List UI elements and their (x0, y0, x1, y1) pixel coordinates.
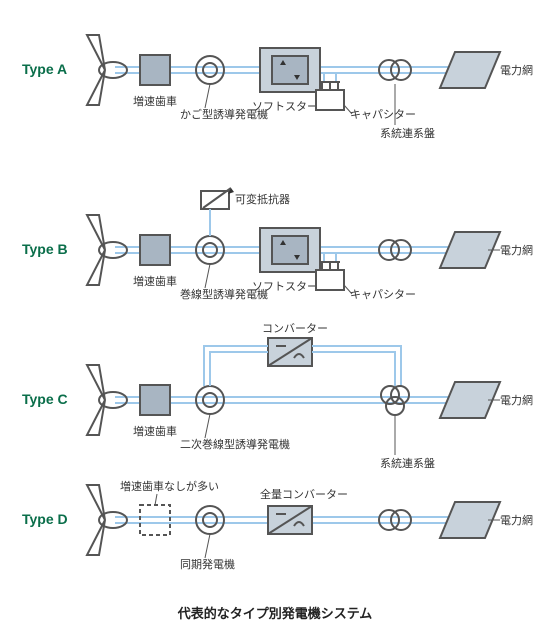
svg-text:電力網: 電力網 (500, 243, 533, 257)
svg-text:増速歯車なしが多い: 増速歯車なしが多い (120, 479, 219, 493)
svg-text:かご型誘導発電機: かご型誘導発電機 (180, 107, 268, 121)
type-label: Type A (22, 61, 67, 77)
row-C: Type C コンバーター増速歯車二次巻線型誘導発電機 電力網系統連系盤 (22, 322, 533, 470)
svg-text:電力網: 電力網 (500, 63, 533, 77)
svg-text:同期発電機: 同期発電機 (180, 557, 235, 571)
svg-text:二次巻線型誘導発電機: 二次巻線型誘導発電機 (180, 437, 290, 451)
svg-text:系統連系盤: 系統連系盤 (380, 456, 435, 470)
generator-system-diagram: Type Aソフトスターターキャパシター増速歯車かご型誘導発電機電力網系統連系盤… (0, 0, 550, 639)
svg-text:可変抵抗器: 可変抵抗器 (235, 192, 290, 206)
type-label: Type B (22, 241, 68, 257)
type-label: Type D (22, 511, 68, 527)
caption: 代表的なタイプ別発電機システム (177, 606, 373, 621)
type-label: Type C (22, 391, 68, 407)
row-B: Type B可変抵抗器ソフトスターターキャパシター増速歯車巻線型誘導発電機電力網 (22, 188, 533, 301)
svg-text:系統連系盤: 系統連系盤 (380, 126, 435, 140)
svg-text:電力網: 電力網 (500, 393, 533, 407)
svg-text:コンバーター: コンバーター (262, 322, 328, 335)
row-D: Type D 全量コンバーター 増速歯車なしが多い同期発電機 電力網 (22, 479, 533, 571)
svg-text:キャパシター: キャパシター (350, 288, 416, 301)
svg-text:増速歯車: 増速歯車 (133, 94, 177, 108)
svg-text:増速歯車: 増速歯車 (133, 274, 177, 288)
row-A: Type Aソフトスターターキャパシター増速歯車かご型誘導発電機電力網系統連系盤 (22, 35, 533, 140)
svg-text:キャパシター: キャパシター (350, 108, 416, 121)
svg-text:巻線型誘導発電機: 巻線型誘導発電機 (180, 287, 268, 301)
svg-text:増速歯車: 増速歯車 (133, 424, 177, 438)
svg-text:全量コンバーター: 全量コンバーター (260, 487, 348, 501)
svg-text:電力網: 電力網 (500, 513, 533, 527)
